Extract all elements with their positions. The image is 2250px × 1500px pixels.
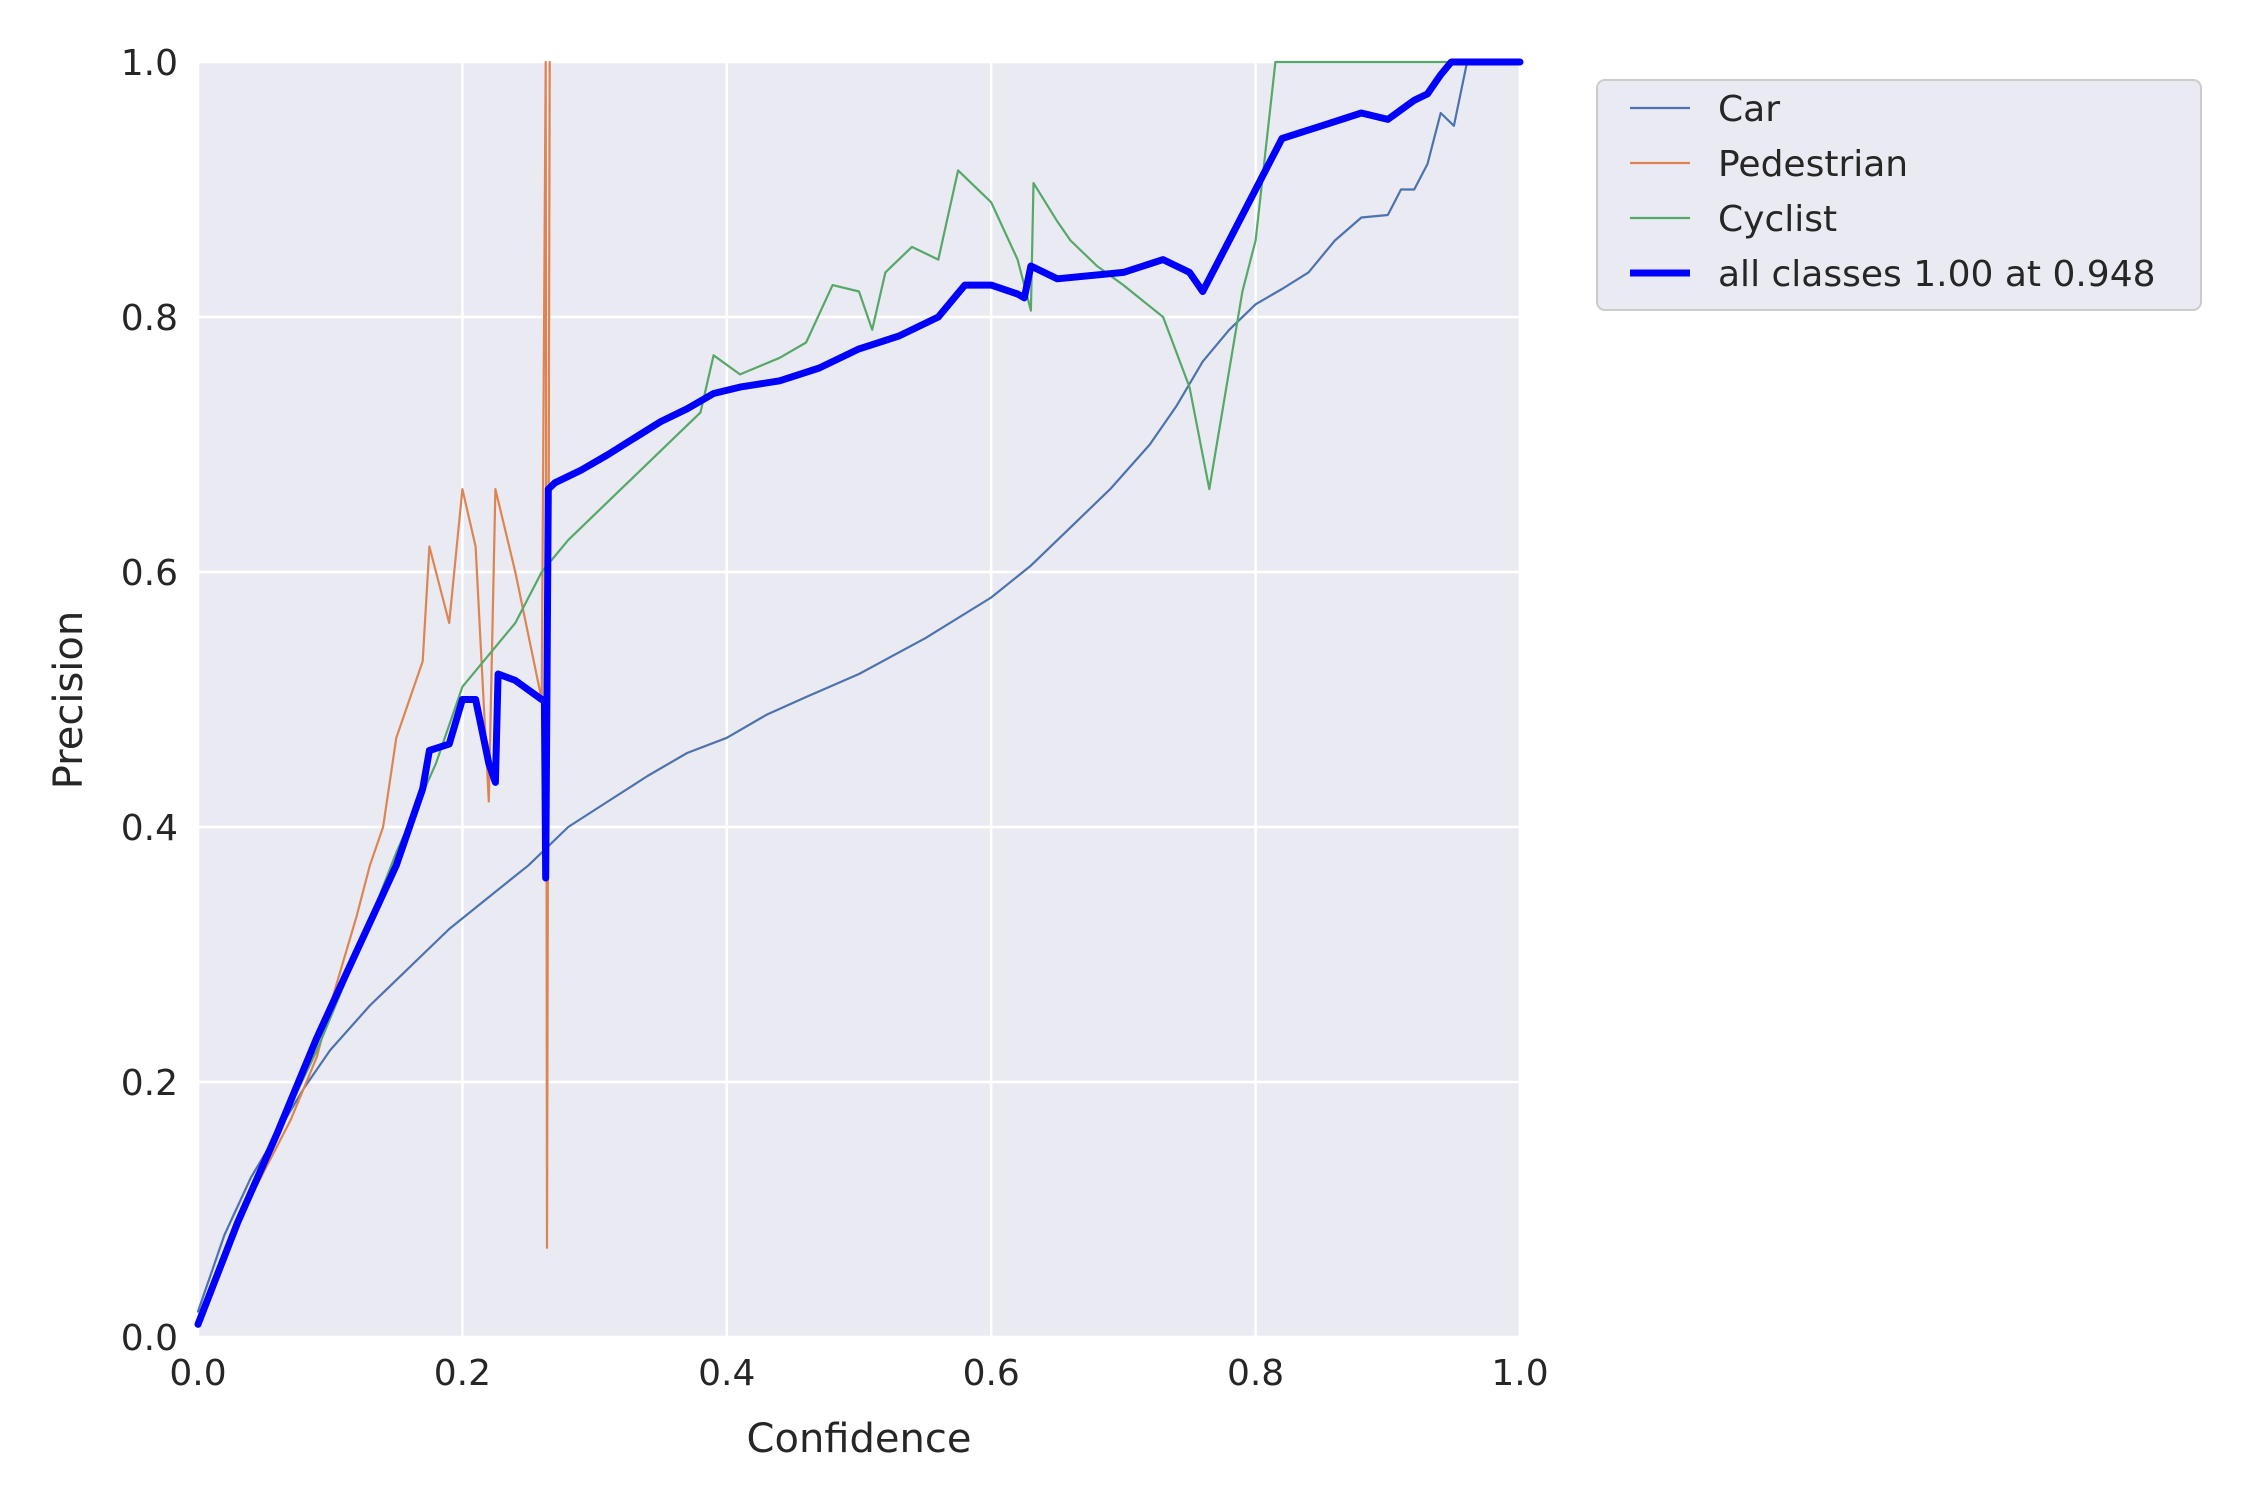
legend-label: Pedestrian [1718, 144, 1908, 185]
x-tick-label: 1.0 [1491, 1353, 1548, 1394]
x-axis-label: Confidence [747, 1416, 972, 1462]
x-tick-label: 0.0 [169, 1353, 226, 1394]
y-tick-label: 0.0 [121, 1318, 178, 1359]
y-tick-label: 0.8 [121, 298, 178, 339]
legend: Car Pedestrian Cyclist all classes 1.00 at … [1596, 79, 2202, 311]
x-tick-label: 0.4 [698, 1353, 755, 1394]
y-tick-label: 0.2 [121, 1063, 178, 1104]
series-layer [194, 58, 1524, 1328]
y-tick-label: 1.0 [121, 43, 178, 84]
x-tick-labels: 0.0 0.2 0.4 0.6 0.8 1.0 [169, 1353, 1548, 1394]
x-tick-label: 0.8 [1227, 1353, 1284, 1394]
x-tick-label: 0.6 [963, 1353, 1020, 1394]
y-tick-label: 0.6 [121, 553, 178, 594]
y-axis-label: Precision [46, 611, 92, 789]
legend-box [1596, 79, 2202, 311]
series-line-1 [196, 60, 1522, 1313]
legend-label: Car [1718, 89, 1780, 130]
y-tick-labels: 0.0 0.2 0.4 0.6 0.8 1.0 [121, 43, 178, 1359]
legend-label: Cyclist [1718, 199, 1837, 240]
x-tick-label: 0.2 [434, 1353, 491, 1394]
legend-label: all classes 1.00 at 0.948 [1718, 254, 2156, 295]
plot-area [198, 62, 1520, 1337]
y-tick-label: 0.4 [121, 808, 178, 849]
grid-lines [196, 60, 1522, 1339]
series-line-2 [196, 60, 551, 1326]
series-line-3 [196, 60, 1522, 1326]
series-line-4 [194, 58, 1524, 1328]
